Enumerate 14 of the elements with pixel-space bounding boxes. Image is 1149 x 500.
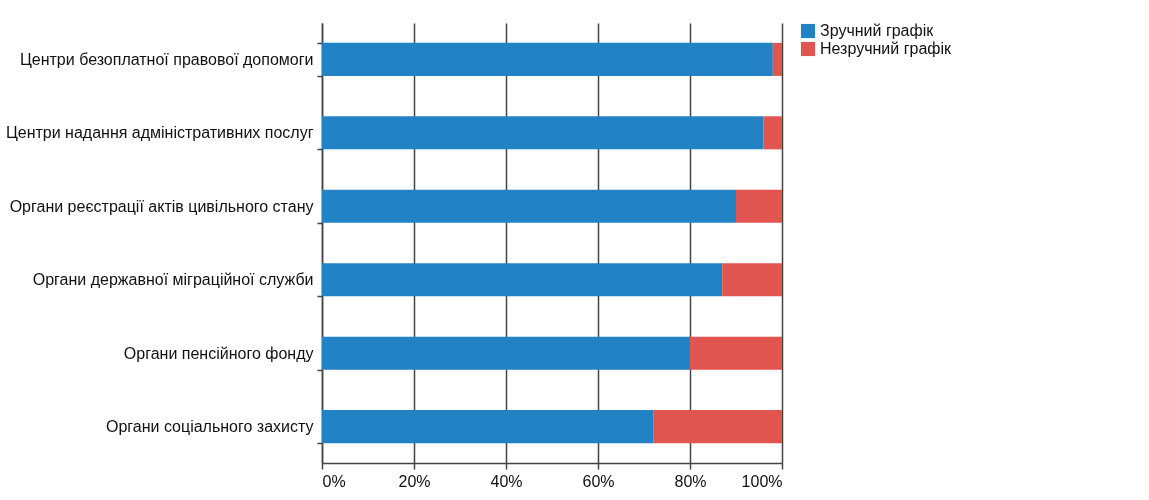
legend-label: Незручний графік [820,40,952,57]
y-tick-label: Органи пенсійного фонду [123,344,314,362]
y-tick-label: Органи державної міграційної служби [32,271,314,289]
legend-label: Зручний графік [820,22,935,39]
y-tick-label: Центри безоплатної правової допомоги [19,50,314,68]
x-tick-label: 20% [398,472,431,490]
x-tick-label: 0% [322,472,346,490]
x-tick-label: 80% [674,472,707,490]
x-tick-label: 60% [582,472,615,490]
x-tick-label: 40% [490,472,523,490]
x-tick-label: 100% [741,472,783,490]
y-tick-label: Органи реєстрації актів цивільного стану [9,197,314,215]
y-tick-label: Центри надання адміністративних послуг [5,124,314,142]
y-tick-label: Органи соціального захисту [105,418,314,436]
